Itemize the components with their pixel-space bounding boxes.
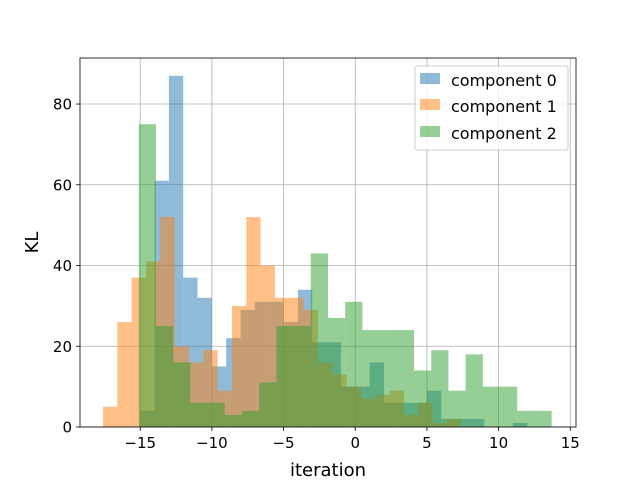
bar-component-2-10: [310, 253, 328, 427]
bar-component-2-15: [396, 330, 415, 427]
x-tick-label-5: 10: [489, 434, 508, 452]
legend-swatch-component-0: [420, 73, 440, 84]
legend-label-component-0: component 0: [451, 71, 557, 90]
bar-component-2-21: [500, 386, 518, 427]
bar-component-2-3: [190, 402, 208, 427]
ticks: −15 −10 −5 0 5 10 15 0 20 40 60 80: [53, 96, 580, 452]
bar-component-1-1: [117, 322, 132, 427]
y-tick-label-1: 20: [53, 338, 72, 356]
y-tick-label-0: 0: [62, 419, 72, 437]
bar-component-2-11: [328, 317, 346, 427]
bar-component-2-5: [224, 414, 242, 427]
bar-component-2-20: [482, 386, 501, 427]
bar-component-2-0: [138, 124, 156, 427]
bar-component-2-23: [534, 410, 552, 427]
plot-frame: [79, 57, 577, 428]
legend-label-component-2: component 2: [451, 124, 557, 143]
bar-component-2-9: [293, 326, 311, 427]
x-tick-label-6: 15: [561, 434, 580, 452]
legend-swatch-component-1: [420, 99, 440, 110]
legend-label-component-1: component 1: [451, 97, 557, 116]
bar-component-2-13: [362, 330, 380, 427]
bar-component-2-8: [276, 326, 294, 427]
legend: component 0 component 1 component 2: [414, 65, 569, 151]
x-axis-label: iteration: [290, 460, 366, 480]
y-tick-label-4: 80: [53, 96, 72, 114]
y-tick-label-3: 60: [53, 176, 72, 194]
bar-component-2-17: [431, 350, 449, 427]
x-tick-label-2: −5: [272, 434, 294, 452]
bar-component-2-16: [414, 370, 432, 427]
legend-frame: [414, 65, 569, 151]
x-tick-label-4: 5: [422, 434, 432, 452]
bar-component-2-22: [517, 410, 535, 427]
series-component-2: [138, 124, 552, 427]
x-tick-label-3: 0: [350, 434, 360, 452]
bar-component-2-6: [241, 410, 260, 427]
bar-component-2-7: [259, 382, 277, 427]
bars: [102, 75, 552, 428]
y-tick-label-2: 40: [53, 257, 72, 275]
bar-component-2-12: [345, 301, 363, 427]
x-tick-label-1: −10: [196, 434, 228, 452]
bar-component-2-18: [448, 390, 466, 427]
bar-component-1-0: [102, 406, 118, 427]
legend-swatch-component-2: [420, 126, 440, 137]
bar-component-2-14: [379, 330, 397, 427]
bar-component-1-9: [231, 305, 247, 427]
bar-component-1-10: [246, 217, 261, 427]
bar-component-2-19: [465, 354, 483, 427]
x-tick-label-0: −15: [124, 434, 156, 452]
bar-component-2-2: [173, 362, 191, 427]
y-axis-label: KL: [22, 232, 43, 254]
bar-component-2-4: [207, 402, 225, 427]
bar-component-2-1: [155, 326, 174, 427]
